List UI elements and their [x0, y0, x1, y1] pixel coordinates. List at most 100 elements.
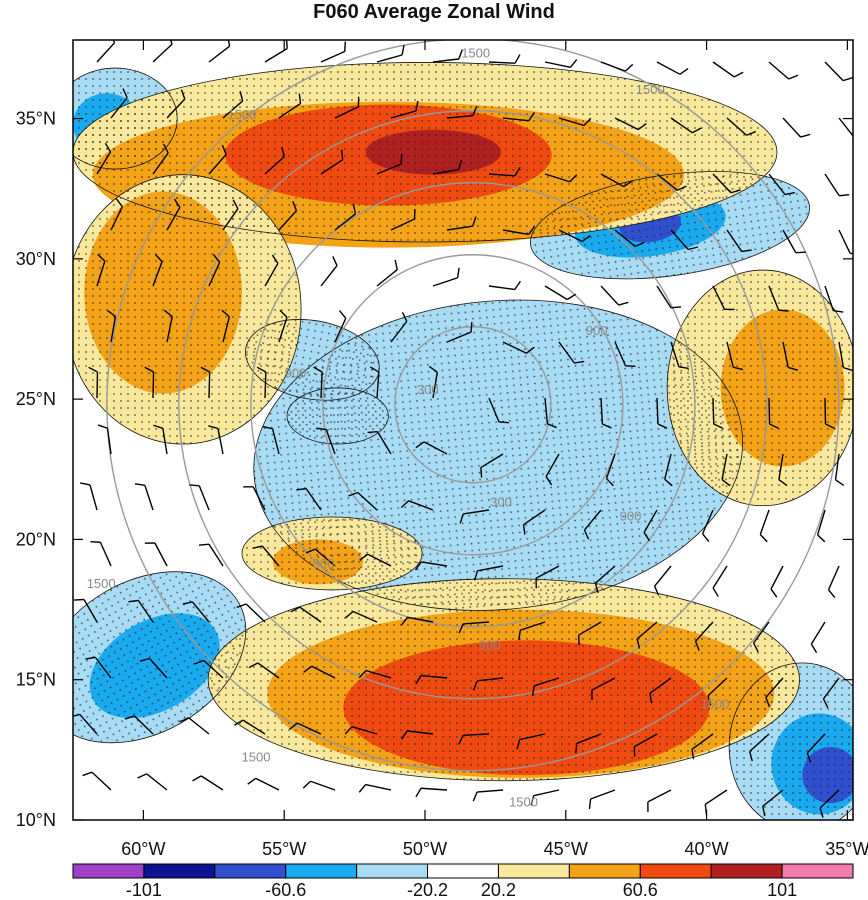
wind-barb: [152, 261, 163, 287]
colorbar: -101 -60.6 -20.2 20.2 60.6 101: [72, 863, 854, 900]
wind-barb-flag: [303, 665, 313, 673]
wind-barb: [133, 715, 154, 735]
wind-barb: [421, 787, 448, 791]
wind-barb-flag: [581, 234, 591, 243]
wind-barb-flag: [778, 479, 788, 487]
contour-label: 1500: [636, 82, 665, 97]
wind-barb-flag: [401, 45, 405, 56]
wind-barb: [390, 218, 415, 231]
wind-barb-flag: [741, 249, 752, 253]
wind-barb: [264, 47, 288, 63]
wind-barb: [614, 341, 627, 367]
wind-barb-flag: [332, 256, 338, 266]
wind-barb-flag: [239, 91, 244, 102]
colorbar-swatch: [214, 863, 287, 879]
colorbar-swatch: [568, 863, 641, 879]
wind-barb-flag: [97, 253, 106, 262]
height-contour: [106, 40, 840, 772]
wind-barb-flag: [625, 365, 636, 368]
wind-barb: [264, 371, 267, 399]
wind-barb: [367, 553, 392, 567]
wind-barb: [320, 371, 323, 399]
wind-barb: [83, 599, 98, 623]
wind-barb: [320, 50, 346, 63]
wind-barb-flag: [279, 309, 288, 318]
wind-barb-flag: [112, 40, 116, 44]
wind-barb-flag: [825, 423, 835, 429]
wind-barb-flag: [778, 309, 789, 312]
wind-barb-flag: [154, 253, 163, 263]
wind-barb: [614, 229, 636, 247]
wind-barb: [753, 621, 770, 644]
colorbar-label: 60.6: [623, 880, 658, 900]
wind-barb: [305, 488, 322, 511]
wind-barb: [166, 207, 181, 231]
wind-barb: [545, 453, 560, 477]
colorbar-label: 101: [767, 880, 797, 900]
wind-barb-flag: [583, 117, 592, 126]
wind-barb: [208, 45, 231, 63]
wind-barb-flag: [759, 534, 768, 543]
wind-barb-flag: [221, 309, 230, 318]
wind-barb: [806, 733, 826, 754]
wind-barb-flag: [702, 533, 710, 542]
wind-barb-flag: [694, 641, 700, 651]
region-outline: [73, 571, 247, 744]
wind-barb-flag: [296, 487, 307, 491]
wind-barb: [432, 58, 459, 63]
wind-barb: [519, 733, 546, 741]
wind-barb: [488, 61, 516, 64]
wind-barb: [376, 431, 392, 455]
wind-barb: [166, 316, 173, 343]
wind-barb-flag: [88, 366, 98, 373]
wind-barb-flag: [352, 203, 357, 215]
wind-barb: [656, 285, 672, 309]
wind-barb: [614, 117, 639, 131]
wind-barb: [643, 509, 658, 533]
wind-barb-flag: [470, 322, 473, 333]
wind-barb: [578, 621, 602, 636]
wind-barb: [408, 500, 434, 511]
wind-barb: [423, 441, 448, 455]
contour-label: 1500: [509, 795, 538, 810]
wind-barb: [96, 42, 116, 63]
wind-barb-flag: [139, 657, 150, 662]
y-tick-label: 30°N: [16, 249, 56, 269]
height-contour: [250, 182, 696, 628]
wind-barb: [726, 117, 747, 136]
colorbar-swatch: [497, 863, 570, 879]
wind-barb-flag: [588, 798, 592, 810]
wind-barb: [208, 371, 211, 399]
wind-barb-flag: [415, 441, 425, 449]
wind-barb: [664, 453, 672, 480]
wind-barb-flag: [107, 309, 116, 317]
wind-barb-flag: [577, 635, 580, 646]
wind-barb-flag: [358, 670, 367, 679]
y-tick-label: 35°N: [16, 109, 56, 129]
wind-barb-flag: [817, 534, 826, 543]
wind-barb-flag: [748, 751, 753, 762]
wind-barb: [152, 43, 173, 63]
wind-barb: [558, 117, 585, 127]
wind-barb-flag: [657, 423, 668, 429]
wind-barb: [712, 173, 732, 194]
wind-barb: [824, 173, 840, 197]
wind-barb: [782, 229, 797, 253]
wind-barb: [357, 491, 378, 511]
wind-barb-flag: [369, 366, 380, 373]
wind-barb-flag: [575, 743, 578, 754]
wind-barb-flag: [528, 225, 536, 235]
contour-label: 1500: [242, 750, 271, 765]
wind-barb: [721, 453, 728, 480]
wind-barb: [590, 789, 616, 800]
wind-barb: [768, 397, 771, 425]
wind-barb: [583, 509, 602, 531]
wind-barb: [390, 110, 417, 119]
colorbar-label: -20.2: [407, 880, 448, 900]
wind-barb: [208, 262, 221, 287]
wind-barb: [670, 229, 689, 250]
wind-barb-flag: [637, 123, 647, 131]
stipple-region: [667, 270, 853, 506]
region-outline: [73, 174, 302, 445]
wind-barb-flag: [153, 424, 164, 429]
